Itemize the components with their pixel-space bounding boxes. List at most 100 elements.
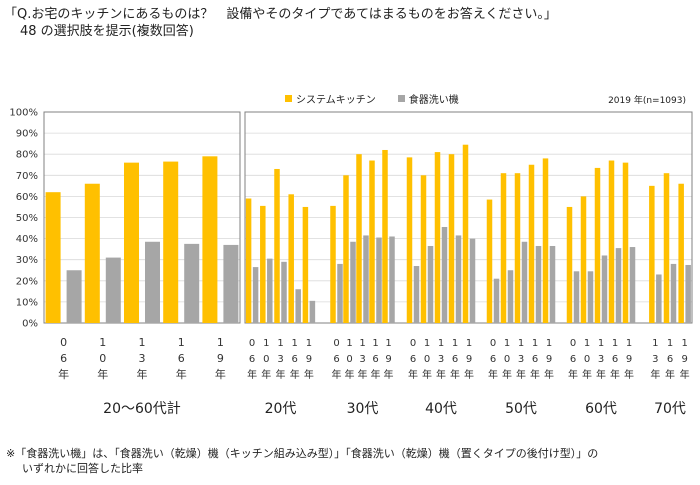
group-label: 50代 [505, 401, 537, 417]
bar-dishwasher [295, 289, 301, 323]
y-tick-label: 70% [16, 171, 38, 182]
bar-dishwasher [615, 248, 622, 323]
bar-system-kitchen [382, 149, 388, 323]
x-tick-label: 年 [97, 367, 108, 381]
x-tick-label: 1 [652, 338, 658, 349]
bar-system-kitchen [649, 185, 655, 323]
x-tick-label: 3 [139, 352, 146, 365]
bar-system-kitchen [274, 168, 280, 323]
footnote: ※「食器洗い機」は、「食器洗い（乾燥）機（キッチン組み込み型）」「食器洗い（乾燥… [6, 446, 598, 476]
x-tick-label: 9 [681, 354, 687, 365]
x-tick-label: 年 [261, 368, 271, 381]
x-tick-label: 0 [60, 336, 67, 349]
x-tick-label: 6 [178, 352, 185, 365]
x-tick-label: 年 [58, 367, 69, 381]
bar-dishwasher [184, 243, 200, 323]
bar-dishwasher [376, 237, 382, 323]
x-tick-label: 0 [346, 354, 352, 365]
bar-dishwasher [309, 300, 316, 323]
x-tick-label: 1 [612, 338, 618, 349]
x-tick-label: 1 [466, 338, 472, 349]
bar-system-kitchen [622, 162, 629, 323]
group-label: 20代 [265, 401, 297, 417]
x-tick-label: 年 [247, 368, 257, 381]
y-tick-label: 100% [9, 108, 38, 119]
x-tick-label: 6 [60, 352, 67, 365]
footnote-line-1: ※「食器洗い機」は、「食器洗い（乾燥）機（キッチン組み込み型）」「食器洗い（乾燥… [6, 447, 599, 460]
x-tick-label: 0 [424, 354, 430, 365]
bar-dishwasher [670, 263, 677, 323]
bar-dishwasher [413, 266, 420, 323]
x-tick-label: 3 [652, 354, 658, 365]
x-tick-label: 6 [249, 354, 255, 365]
legend-item-dishwasher: 食器洗い機 [397, 91, 459, 106]
bar-dishwasher [427, 245, 434, 323]
x-tick-label: 年 [464, 368, 474, 381]
y-tick-label: 60% [16, 192, 38, 203]
x-tick-label: 0 [249, 338, 255, 349]
bar-system-kitchen [406, 157, 413, 323]
x-tick-label: 1 [217, 336, 224, 349]
x-tick-label: 9 [217, 352, 224, 365]
age-panels-frame [244, 111, 693, 324]
bar-system-kitchen [663, 173, 670, 323]
bar-system-kitchen [356, 154, 362, 323]
x-tick-label: 3 [359, 354, 365, 365]
bar-system-kitchen [678, 183, 684, 323]
bar-system-kitchen [462, 144, 469, 323]
bar-dishwasher [281, 261, 287, 323]
x-tick-label: 1 [424, 338, 430, 349]
bar-system-kitchen [288, 194, 294, 323]
bar-system-kitchen [542, 158, 549, 323]
x-tick-label: 6 [667, 354, 673, 365]
bar-system-kitchen [163, 161, 179, 323]
x-tick-label: 0 [410, 338, 416, 349]
chart-legend: システムキッチン 食器洗い機 [285, 91, 459, 106]
x-tick-label: 6 [532, 354, 538, 365]
total-panel-frame [43, 111, 241, 324]
y-tick-label: 90% [16, 129, 38, 140]
bar-dishwasher [350, 241, 356, 323]
bar-system-kitchen [608, 160, 615, 323]
x-tick-label: 年 [596, 368, 606, 381]
footnote-line-2: いずれかに回答した比率 [22, 462, 143, 475]
x-tick-label: 6 [333, 354, 339, 365]
legend-label-system-kitchen: システムキッチン [296, 95, 376, 106]
sample-size-note: 2019 年(n=1093) [608, 96, 686, 106]
legend-label-dishwasher: 食器洗い機 [408, 95, 459, 106]
y-tick-label: 40% [16, 234, 38, 245]
x-tick-label: 1 [546, 338, 552, 349]
bar-system-kitchen [245, 198, 252, 323]
bar-dishwasher [66, 270, 82, 323]
bar-system-kitchen [500, 173, 507, 323]
question-title: 「Q.お宅のキッチンにあるものは？ 設備やそのタイプであてはまるものをお答えくだ… [4, 7, 557, 22]
bar-dishwasher [389, 236, 395, 323]
x-tick-label: 1 [139, 336, 146, 349]
group-label: 60代 [585, 401, 617, 417]
bar-dishwasher [267, 258, 273, 323]
x-tick-label: 0 [99, 352, 106, 365]
y-tick-label: 10% [16, 297, 38, 308]
x-tick-label: 年 [488, 368, 498, 381]
x-tick-label: 1 [452, 338, 458, 349]
x-tick-label: 1 [598, 338, 604, 349]
bar-dishwasher [587, 271, 594, 323]
x-tick-label: 年 [436, 368, 446, 381]
x-tick-label: 6 [490, 354, 496, 365]
group-label: 30代 [347, 401, 379, 417]
bar-system-kitchen [448, 154, 455, 323]
bar-dishwasher [252, 267, 259, 323]
x-tick-label: 9 [546, 354, 552, 365]
x-tick-label: 年 [422, 368, 432, 381]
group-label: 20〜60代計 [103, 401, 181, 417]
group-label: 40代 [425, 401, 457, 417]
x-tick-label: 1 [372, 338, 378, 349]
y-tick-label: 50% [16, 213, 38, 224]
x-tick-label: 1 [667, 338, 673, 349]
x-tick-label: 1 [626, 338, 632, 349]
x-tick-label: 年 [332, 368, 342, 381]
legend-item-system-kitchen: システムキッチン [285, 91, 376, 106]
bar-system-kitchen [330, 205, 336, 323]
y-tick-label: 30% [16, 255, 38, 266]
